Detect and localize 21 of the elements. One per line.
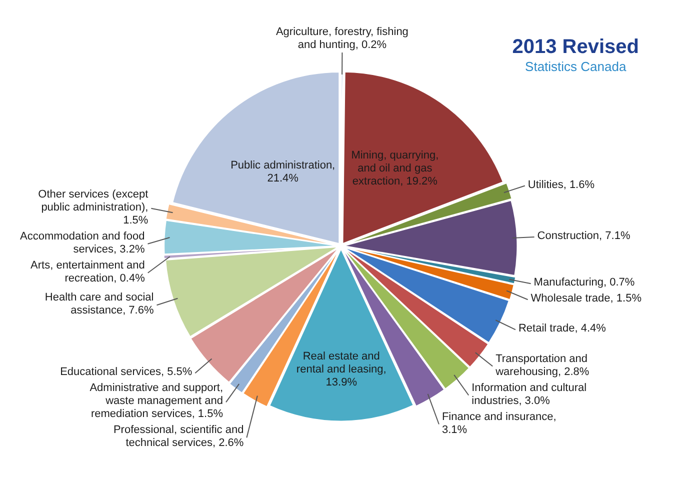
- slice-label: Real estate and rental and leasing, 13.9%: [296, 350, 386, 389]
- slice-label: Accommodation and food services, 3.2%: [20, 230, 145, 256]
- slice-label: Retail trade, 4.4%: [518, 322, 606, 335]
- slice-label: Agriculture, forestry, fishing and hunting, 0.2%: [276, 26, 408, 52]
- slice-label: Wholesale trade, 1.5%: [530, 292, 642, 305]
- slice-label: Construction, 7.1%: [537, 230, 630, 242]
- slice-label: Professional, scientific and technical services, 2.6%: [113, 424, 244, 450]
- slice-label: Manufacturing, 0.7%: [534, 276, 635, 289]
- slice-label: Finance and insurance, 3.1%: [442, 410, 556, 436]
- slice-label: Utilities, 1.6%: [528, 178, 595, 191]
- slice-label: Health care and social assistance, 7.6%: [44, 292, 154, 317]
- chart-title: 2013 Revised: [512, 36, 639, 59]
- slice-label: Mining, quarrying, and oil and gas extraction, 19.2%: [351, 150, 439, 188]
- text: Statistics Canada: [524, 59, 628, 74]
- slice-label: Transportation and warehousing, 2.8%: [494, 352, 590, 378]
- slice-label: Arts, entertainment and recreation, 0.4%: [30, 259, 146, 284]
- slice-label: Administrative and support, waste management and remediation services, 1.5%: [90, 382, 224, 420]
- slice-label: Other services (except public administration), 1.5%: [38, 188, 148, 226]
- slice-label: Information and cultural industries, 3.0%: [472, 382, 587, 407]
- slice-label: Public administration, 21.4%: [230, 159, 336, 184]
- slice-label: Educational services, 5.5%: [60, 366, 192, 378]
